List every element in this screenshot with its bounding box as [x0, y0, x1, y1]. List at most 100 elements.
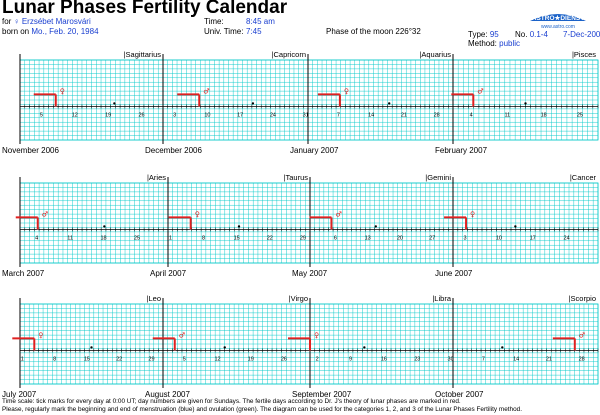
no-value: 0.1-4 [529, 30, 548, 39]
fertility-symbol-icon: ♂ [203, 87, 209, 95]
sunday-day-label: 2 [316, 356, 319, 362]
moon-phase-dot [363, 346, 366, 349]
zodiac-sign-label: |Aries [147, 173, 166, 182]
sunday-day-label: 5 [183, 356, 186, 362]
sunday-day-label: 7 [337, 112, 340, 118]
sunday-day-label: 22 [116, 356, 122, 362]
calendar-row-1: |Sagittarius 5 12 19 26 ♀ |Capricorn 3 10 17 24 31 ♂… [19, 50, 599, 144]
fertile-marker: ♂ [309, 210, 342, 230]
fertility-symbol-icon: ♀ [195, 210, 200, 218]
moon-phase-dot [514, 225, 517, 228]
sunday-day-label: 9 [349, 356, 352, 362]
month-label: September 2007 [292, 390, 352, 399]
ut-label: Univ. Time: [204, 27, 244, 36]
fertile-marker: ♀ [12, 331, 43, 351]
logo-url: www.astro.com [541, 24, 575, 30]
sunday-day-label: 3 [464, 235, 467, 241]
month-label: August 2007 [145, 390, 190, 399]
person-name-link[interactable]: Erzsébet Marosvári [21, 17, 91, 26]
fertility-symbol-icon: ♂ [477, 87, 483, 95]
sunday-day-label: 11 [67, 235, 73, 241]
sunday-day-label: 16 [381, 356, 387, 362]
sunday-day-label: 15 [84, 356, 90, 362]
month-label: October 2007 [435, 390, 484, 399]
sunday-day-label: 25 [577, 112, 583, 118]
sunday-day-label: 28 [434, 112, 440, 118]
fertility-symbol-icon: ♂ [335, 210, 341, 218]
moon-phase-dot [113, 102, 116, 105]
zodiac-sign-label: |Taurus [284, 173, 309, 182]
fertile-marker: ♂ [451, 87, 484, 107]
sunday-day-label: 7 [482, 356, 485, 362]
logo-wordmark: ASTRO★DIENST [532, 14, 584, 22]
born-label: born on [2, 27, 30, 36]
month-label: July 2007 [2, 390, 37, 399]
fertility-symbol-icon: ♀ [60, 87, 65, 95]
sunday-day-label: 12 [214, 356, 220, 362]
sunday-day-label: 23 [414, 356, 420, 362]
month-panel: |Cancer 3 10 17 24 ♀ [444, 173, 599, 267]
moon-phase-dot [388, 102, 391, 105]
page-title: Lunar Phases Fertility Calendar [2, 0, 288, 18]
moon-phase-dot [524, 102, 527, 105]
month-panel: |Virgo 5 12 19 26 ♂ [152, 294, 311, 388]
sunday-day-label: 20 [397, 235, 403, 241]
sunday-day-label: 4 [470, 112, 473, 118]
sunday-day-label: 29 [300, 235, 306, 241]
birth-date-link[interactable]: Mo., Feb. 20, 1984 [31, 27, 99, 36]
month-panel: |Aries 4 11 18 25 ♂ [15, 173, 169, 267]
fertility-symbol-icon: ♂ [579, 331, 585, 339]
sunday-day-label: 21 [401, 112, 407, 118]
zodiac-sign-label: |Capricorn [272, 50, 306, 59]
fertile-marker: ♂ [15, 210, 48, 230]
type-value: 95 [489, 30, 499, 39]
sunday-day-label: 11 [505, 112, 511, 118]
month-panel: |Aquarius 7 14 21 28 ♀ [307, 50, 454, 144]
sunday-day-label: 14 [368, 112, 374, 118]
zodiac-sign-label: |Virgo [289, 294, 308, 303]
female-symbol-icon: ♀ [13, 17, 20, 26]
time-value: 8:45 am [246, 17, 275, 26]
sunday-day-label: 8 [53, 356, 56, 362]
month-panel: |Scorpio 7 14 21 28 ♂ [452, 294, 599, 388]
month-label: May 2007 [292, 269, 328, 278]
sunday-day-label: 24 [564, 235, 570, 241]
fertility-symbol-icon: ♂ [179, 331, 185, 339]
sunday-day-label: 14 [513, 356, 519, 362]
time-label: Time: [204, 17, 224, 26]
sunday-day-label: 25 [134, 235, 140, 241]
no-line: No. 0.1-4 [515, 30, 548, 40]
fertile-marker: ♀ [288, 331, 319, 351]
sunday-day-label: 17 [530, 235, 536, 241]
footer-line-1: Time scale: tick marks for every day at … [2, 398, 461, 405]
zodiac-sign-label: |Leo [147, 294, 161, 303]
astrodienst-logo[interactable]: ASTRO★DIENST www.astro.com [527, 9, 589, 31]
footer-line-2: Please, regularly mark the beginning and… [2, 406, 522, 413]
month-label: December 2006 [145, 146, 202, 155]
fertile-marker: ♂ [152, 331, 185, 351]
fertile-marker: ♀ [168, 210, 200, 230]
sunday-day-label: 19 [105, 112, 111, 118]
sunday-day-label: 17 [237, 112, 243, 118]
birth-line: born on Mo., Feb. 20, 1984 [2, 27, 99, 37]
month-panel: |Leo 1 8 15 22 29 ♀ [12, 294, 164, 388]
moon-phase-dot [501, 346, 504, 349]
month-panel: |Libra 2 9 16 23 30 ♀ [288, 294, 454, 388]
sunday-day-label: 22 [267, 235, 273, 241]
sunday-day-label: 1 [169, 235, 172, 241]
sunday-day-label: 8 [202, 235, 205, 241]
month-label: April 2007 [150, 269, 187, 278]
month-label: January 2007 [290, 146, 339, 155]
method-value: public [499, 39, 521, 48]
zodiac-sign-label: |Pisces [572, 50, 596, 59]
ut-value: 7:45 [246, 27, 262, 36]
name-line: for ♀ Erzsébet Marosvári [2, 17, 91, 27]
sunday-day-label: 13 [365, 235, 371, 241]
zodiac-sign-label: |Libra [432, 294, 451, 303]
month-panel: |Capricorn 3 10 17 24 31 ♂ [162, 50, 309, 144]
sunday-day-label: 19 [248, 356, 254, 362]
moon-phase-dot [374, 225, 377, 228]
sunday-day-label: 31 [303, 112, 309, 118]
